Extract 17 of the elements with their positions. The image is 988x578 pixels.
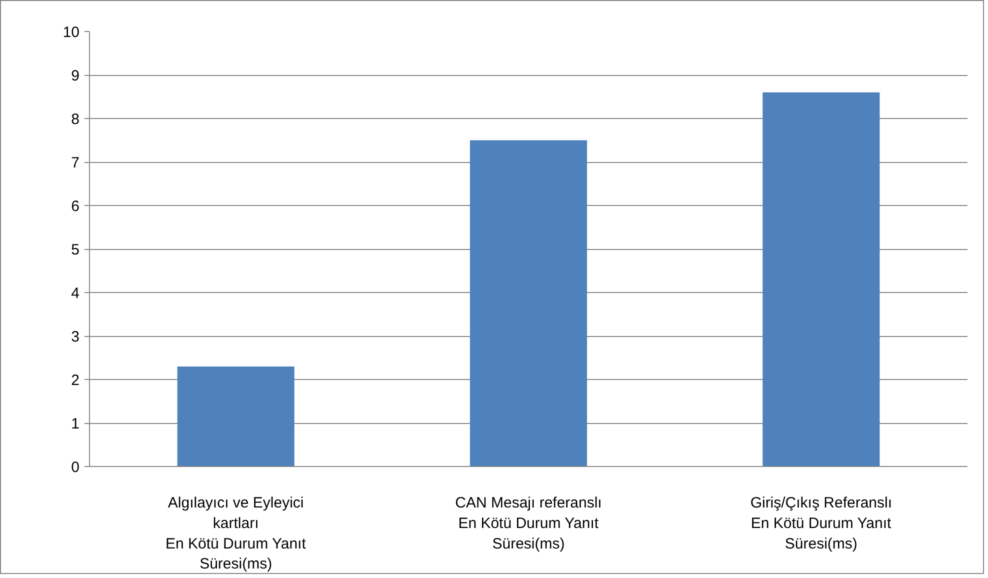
x-tick-label: CAN Mesajı referanslı En Kötü Durum Yanıt Süresi(ms) <box>455 494 602 552</box>
y-tick-label: 0 <box>71 459 80 476</box>
y-tick-label: 7 <box>71 154 80 172</box>
y-tick-label: 4 <box>71 285 80 302</box>
y-tick-label: 2 <box>71 372 80 389</box>
y-tick-label: 6 <box>71 198 80 215</box>
x-tick-label: Giriş/Çıkış Referanslı En Kötü Durum Yanıt Süresi(ms) <box>750 494 892 552</box>
y-tick-label: 8 <box>71 111 80 128</box>
y-tick-label: 3 <box>71 328 80 346</box>
y-tick-label: 9 <box>71 68 80 84</box>
bar <box>762 92 880 466</box>
bar <box>177 366 294 466</box>
y-tick-label: 5 <box>71 242 80 258</box>
bar <box>470 140 588 466</box>
y-tick-label: 1 <box>71 416 80 432</box>
y-tick-label: 10 <box>62 24 80 41</box>
x-tick-label: Algılayıcı ve Eyleyici kartları En Kötü Durum Yanıt Süresi(ms) <box>166 494 307 573</box>
